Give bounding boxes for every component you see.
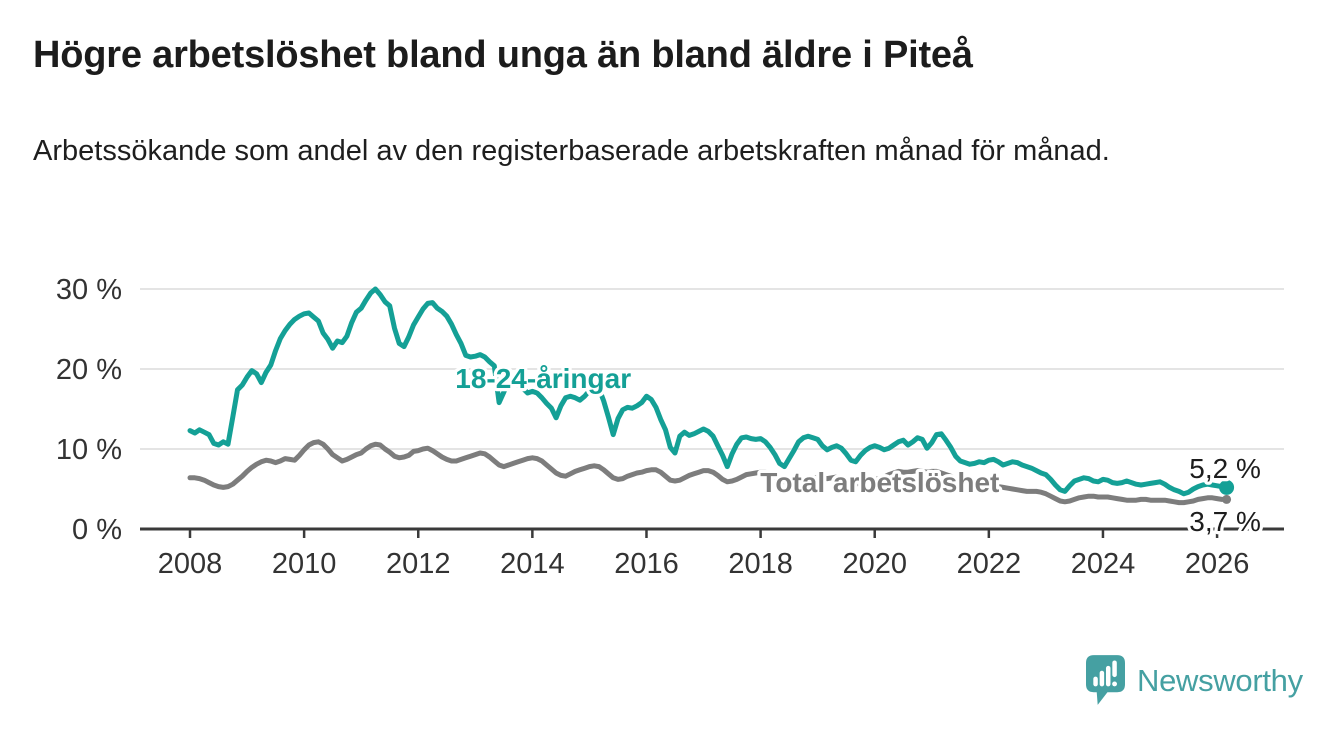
x-tick-label-2022: 2022 — [957, 548, 1022, 580]
x-tick-label-2016: 2016 — [614, 548, 679, 580]
x-tick-label-2018: 2018 — [728, 548, 793, 580]
total-series-label: Total arbetslöshet — [760, 467, 999, 498]
newsworthy-logo[interactable]: Newsworthy — [1086, 655, 1303, 706]
series-end-dot-youth — [1219, 479, 1235, 495]
youth-end-value: 5,2 % — [1189, 453, 1261, 484]
series-end-dot-total — [1222, 494, 1232, 504]
logo-bar-tall — [1105, 665, 1111, 687]
x-tick-label-2012: 2012 — [386, 548, 451, 580]
y-tick-label-20: 20 % — [56, 354, 122, 386]
x-tick-label-2008: 2008 — [158, 548, 223, 580]
x-tick-label-2014: 2014 — [500, 548, 565, 580]
x-tick-label-2020: 2020 — [842, 548, 907, 580]
newsworthy-logo-icon — [1086, 655, 1125, 705]
x-tick-label-2026: 2026 — [1185, 548, 1250, 580]
y-tick-label-30: 30 % — [56, 274, 122, 306]
x-tick-label-2024: 2024 — [1071, 548, 1136, 580]
x-tick-label-2010: 2010 — [272, 548, 337, 580]
y-tick-label-10: 10 % — [56, 434, 122, 466]
youth-series-label: 18-24-åringar — [455, 363, 631, 394]
logo-bar-small — [1093, 676, 1098, 687]
series-line-total — [187, 439, 1230, 506]
series-line-youth — [187, 286, 1230, 497]
chart-title: Högre arbetslöshet bland unga än bland ä… — [33, 34, 973, 76]
total-end-value: 3,7 % — [1189, 506, 1261, 537]
logo-exclamation-dot — [1112, 681, 1118, 687]
chart-subtitle: Arbetssökande som andel av den registerb… — [33, 135, 1110, 167]
logo-bar-medium — [1099, 670, 1105, 687]
logo-exclamation-bar — [1112, 660, 1117, 678]
y-tick-label-0: 0 % — [72, 514, 122, 546]
newsworthy-wordmark: Newsworthy — [1137, 663, 1303, 698]
